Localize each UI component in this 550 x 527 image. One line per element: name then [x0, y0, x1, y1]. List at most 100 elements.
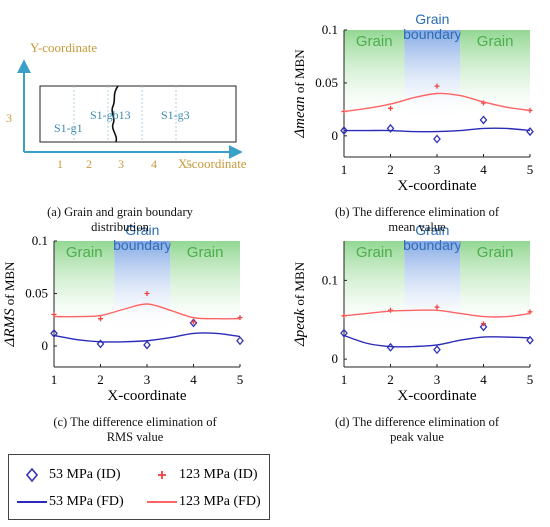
y-axis-label-symbol-d: Δpeak	[292, 309, 308, 347]
y-tick-label-b-0: 0	[332, 128, 339, 143]
legend-item-123-fd: 123 MPa (FD)	[145, 492, 261, 512]
caption-a-line2: distribution	[91, 220, 149, 234]
x-tick-label-d-0: 1	[341, 372, 348, 387]
y-axis-label-rest-c: of MBN	[2, 261, 17, 309]
y-tick-3: 3	[6, 111, 12, 125]
plus-marker-icon	[158, 471, 166, 479]
caption-d-line2: peak value	[390, 430, 444, 444]
series-line-d-2	[343, 334, 531, 348]
x-tick-label-c-1: 2	[97, 372, 104, 387]
band-c-1	[114, 241, 171, 332]
band-b-2	[460, 30, 530, 122]
point-d-0-2	[433, 345, 441, 355]
caption-c-line1: (c) The difference elimination of	[53, 415, 217, 429]
series-line-b-3	[343, 92, 531, 113]
y-tick-label-b-2: 0.1	[322, 22, 338, 37]
panel-a-schematic: Y-coordinate X-coordinate 3 S1-g1 S1-gb1…	[6, 40, 247, 171]
x-tick-label-d-3: 4	[480, 372, 487, 387]
legend-label-123-fd: 123 MPa (FD)	[179, 494, 261, 509]
legend-item-123-id: 123 MPa (ID)	[145, 465, 258, 485]
caption-c-line2: RMS value	[106, 430, 164, 444]
caption-c: (c) The difference elimination of RMS va…	[20, 415, 250, 445]
region-label-g1: S1-g1	[54, 121, 83, 135]
caption-d: (d) The difference elimination of peak v…	[302, 415, 532, 445]
point-c-1-3	[191, 319, 196, 325]
series-line-b-2	[344, 127, 531, 133]
legend-label-123-id: 123 MPa (ID)	[179, 467, 258, 482]
point-b-0-0	[340, 126, 348, 136]
red-line-icon	[147, 501, 177, 503]
caption-a-line1: (a) Grain and grain boundary	[47, 205, 193, 219]
sample-rectangle	[39, 85, 237, 143]
x-axis-label-b: X-coordinate	[397, 178, 476, 194]
point-b-0-3	[479, 115, 488, 125]
y-tick-label-c-0: 0	[42, 338, 49, 353]
x-coordinate-label: X-coordinate	[178, 156, 247, 171]
x-tick-label-d-2: 3	[434, 372, 441, 387]
x-tick-label-c-3: 4	[190, 372, 197, 387]
band-label-d-1-0: Grain	[415, 222, 449, 238]
legend: 53 MPa (ID) 123 MPa (ID) 53 MPa (FD) 123…	[8, 454, 270, 520]
point-b-1-1	[388, 105, 393, 111]
x-tick-label-c-4: 5	[237, 372, 244, 387]
band-label-b-1-1: boundary	[403, 26, 461, 42]
x-tick-label-c-2: 3	[144, 372, 151, 387]
point-c-1-1	[98, 316, 103, 322]
legend-label-53-id: 53 MPa (ID)	[49, 467, 121, 482]
y-axis-label-d: Δpeak of MBN	[292, 261, 308, 347]
caption-b: (b) The difference elimination of mean v…	[302, 205, 532, 235]
point-c-0-0	[50, 328, 58, 338]
point-d-0-3	[479, 322, 488, 332]
x-axis-label-d: X-coordinate	[397, 388, 476, 404]
point-c-0-4	[236, 336, 244, 346]
legend-item-53-fd: 53 MPa (FD)	[15, 492, 124, 512]
x-tick-label-b-2: 3	[434, 162, 441, 177]
x-tick-5: 5	[186, 157, 192, 171]
x-tick-3: 3	[118, 157, 124, 171]
caption-d-line1: (d) The difference elimination of	[334, 415, 500, 429]
caption-b-line1: (b) The difference elimination of	[334, 205, 500, 219]
y-tick-label-d-1: 0.1	[322, 272, 338, 287]
series-line-d-3	[343, 309, 531, 318]
series-line-c-2	[53, 332, 241, 343]
band-label-c-1-1: boundary	[113, 237, 171, 253]
y-tick-label-d-0: 0	[332, 351, 339, 366]
point-d-1-2	[434, 304, 440, 310]
band-c-2	[170, 241, 240, 332]
band-label-b-2: Grain	[477, 33, 514, 50]
band-label-c-0: Grain	[66, 244, 103, 261]
x-tick-4: 4	[151, 157, 157, 171]
y-axis-label-rest-b: of MBN	[292, 49, 307, 97]
y-coordinate-label: Y-coordinate	[30, 40, 97, 55]
point-d-0-4	[526, 335, 534, 345]
band-b-0	[344, 30, 405, 122]
y-axis-label-rest-d: of MBN	[292, 261, 307, 309]
band-label-d-1-1: boundary	[403, 237, 461, 253]
point-b-0-4	[526, 127, 534, 137]
region-label-gb13: S1-gb13	[90, 108, 131, 122]
point-c-0-1	[96, 339, 105, 349]
point-c-0-2	[143, 340, 151, 350]
y-axis-label-symbol-c: ΔRMS	[2, 308, 18, 347]
x-tick-label-d-4: 5	[527, 372, 534, 387]
region-label-g3: S1-g3	[161, 108, 190, 122]
y-axis-label-c: ΔRMS of MBN	[2, 261, 18, 348]
band-label-d-2: Grain	[477, 244, 514, 261]
y-axis-label-b: Δmean of MBN	[292, 49, 308, 139]
x-tick-label-c-0: 1	[51, 372, 58, 387]
point-b-0-1	[386, 123, 395, 133]
band-label-c-2: Grain	[187, 244, 224, 261]
band-label-d-0: Grain	[356, 244, 393, 261]
point-d-1-3	[481, 321, 486, 327]
x-axis-label-c: X-coordinate	[107, 388, 186, 404]
x-tick-label-b-3: 4	[480, 162, 487, 177]
x-tick-label-b-4: 5	[527, 162, 534, 177]
x-tick-2: 2	[86, 157, 92, 171]
y-tick-label-c-1: 0.05	[25, 286, 48, 301]
diamond-marker-icon	[25, 467, 39, 483]
grain-boundary-curve	[111, 85, 119, 143]
band-label-b-1-0: Grain	[415, 11, 449, 27]
blue-line-icon	[17, 501, 47, 503]
